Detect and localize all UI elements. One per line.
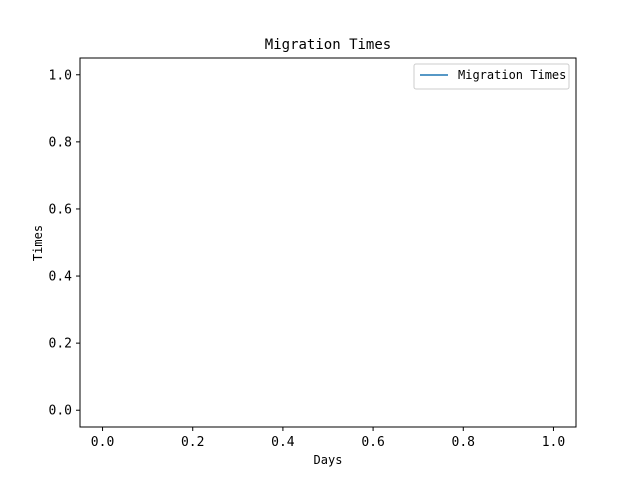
x-tick-label: 0.6	[361, 435, 384, 450]
y-tick-label: 0.4	[49, 270, 73, 285]
x-axis-label: Days	[314, 453, 343, 467]
x-tick-label: 0.8	[452, 435, 475, 450]
y-axis-ticks: 0.0 0.2 0.4 0.6 0.8 1.0	[49, 68, 80, 419]
x-axis-ticks: 0.0 0.2 0.4 0.6 0.8 1.0	[91, 427, 565, 450]
y-tick-label: 1.0	[49, 68, 72, 83]
legend-label-migration-times: Migration Times	[458, 68, 566, 82]
legend-box	[413, 63, 570, 90]
y-tick-label: 0.6	[49, 202, 72, 217]
x-tick-label: 0.2	[181, 435, 204, 450]
x-tick-label: 0.4	[271, 435, 295, 450]
x-tick-label: 1.0	[542, 435, 565, 450]
y-tick-label: 0.2	[49, 337, 72, 352]
y-axis-label: Times	[31, 225, 45, 261]
x-tick-label: 0.0	[91, 435, 114, 450]
y-tick-label: 0.0	[49, 404, 72, 419]
legend: Migration Times	[413, 63, 570, 90]
y-tick-label: 0.8	[49, 135, 72, 150]
chart-title: Migration Times	[265, 37, 391, 53]
plot-area	[79, 57, 577, 428]
